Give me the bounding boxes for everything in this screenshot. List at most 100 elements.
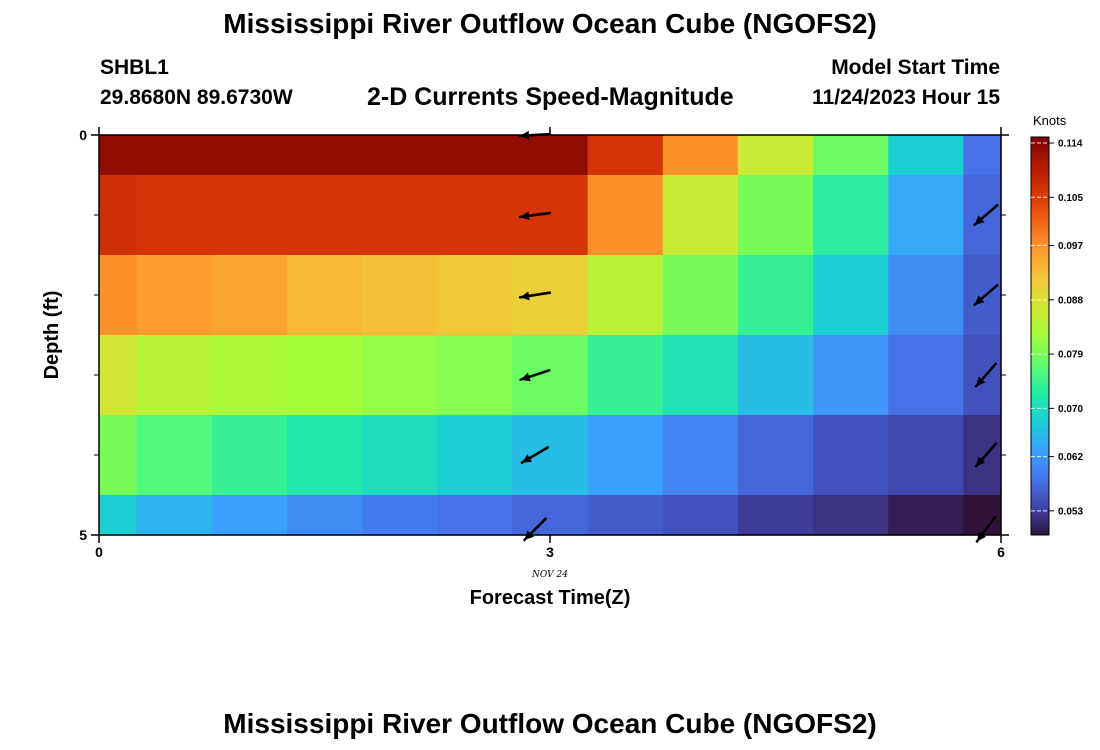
x-axis-title: Forecast Time(Z) <box>470 587 631 609</box>
heatmap-cell <box>362 335 438 416</box>
colorbar-title: Knots <box>1033 113 1067 128</box>
heatmap-cell <box>662 415 739 496</box>
current-vector <box>975 516 997 543</box>
heatmap-cell <box>813 415 889 496</box>
heatmap-cell <box>963 415 1002 496</box>
heatmap-cell <box>437 175 514 256</box>
heatmap-cell <box>662 175 739 256</box>
current-vector <box>520 446 550 464</box>
vector-head <box>974 295 985 305</box>
heatmap-cell <box>136 335 213 416</box>
heatmap-cell <box>587 335 664 416</box>
colorbar-bar <box>1030 136 1050 536</box>
heatmap-cell <box>286 255 363 336</box>
heatmap-cell <box>512 495 589 536</box>
heatmap-cell <box>963 335 1002 416</box>
current-vector <box>519 368 551 382</box>
colorbar-tick-label: 0.088 <box>1058 295 1083 306</box>
heatmap-cell <box>286 495 363 536</box>
heatmap-cell <box>362 495 438 536</box>
current-vector <box>973 283 999 307</box>
heatmap-cell <box>662 135 739 176</box>
colorbar-tick-label: 0.105 <box>1058 193 1083 204</box>
heatmap-cell <box>99 255 138 336</box>
colorbar-tick-label: 0.097 <box>1058 241 1083 252</box>
model-start-value: 11/24/2023 Hour 15 <box>812 86 1000 109</box>
heatmap-cell <box>813 255 889 336</box>
chart-title: Mississippi River Outflow Ocean Cube (NG… <box>223 8 877 39</box>
vector-head <box>977 531 986 542</box>
y-tick-label: 5 <box>79 527 87 543</box>
heatmap-cell <box>362 415 438 496</box>
heatmap-cell <box>587 415 664 496</box>
station-id: SHBL1 <box>100 56 169 79</box>
heatmap-cell <box>888 135 965 176</box>
heatmap-cell <box>737 495 814 536</box>
heatmap-cell <box>99 135 138 176</box>
colorbar: 0.114 0.105 0.097 0.088 0.079 0.070 0.062 0.053… <box>1030 113 1083 536</box>
x-tick-label: 3 <box>546 544 554 560</box>
heatmap-cell <box>362 175 438 256</box>
heatmap-cell <box>813 495 889 536</box>
heatmap-cell <box>211 415 288 496</box>
colorbar-tick-label: 0.070 <box>1058 404 1083 415</box>
model-start-label: Model Start Time <box>831 56 1000 79</box>
heatmap-cell <box>888 415 965 496</box>
heatmap-cell <box>99 335 138 416</box>
heatmap-cell <box>512 415 589 496</box>
heatmap-cell <box>587 495 664 536</box>
vector-head <box>520 211 530 221</box>
vector-head <box>522 454 533 463</box>
heatmap-cell <box>136 255 213 336</box>
colorbar-tick-label: 0.114 <box>1058 139 1083 150</box>
heatmap-cell <box>888 175 965 256</box>
heatmap-cell <box>211 255 288 336</box>
heatmap-cell <box>662 255 739 336</box>
y-tick-label: 0 <box>79 127 87 143</box>
heatmap-cell <box>99 175 138 256</box>
heatmap-cell <box>813 335 889 416</box>
heatmap-cell <box>211 175 288 256</box>
heatmap-cell <box>813 175 889 256</box>
heatmap-cell <box>737 135 814 176</box>
heatmap-cell <box>737 175 814 256</box>
heatmap-cell <box>587 175 664 256</box>
current-vector <box>518 291 552 301</box>
heatmap-cell <box>437 255 514 336</box>
heatmap-cell <box>963 495 1002 536</box>
station-coordinates: 29.8680N 89.6730W <box>100 86 293 109</box>
heatmap-cell <box>437 135 514 176</box>
colorbar-tick-label: 0.053 <box>1058 506 1083 517</box>
heatmap-cell <box>737 335 814 416</box>
heatmap-cell <box>211 135 288 176</box>
current-vector <box>973 203 999 227</box>
vector-head <box>974 215 985 225</box>
heatmap-cell <box>362 135 438 176</box>
chart-subtitle: 2-D Currents Speed-Magnitude <box>367 83 734 111</box>
vector-head <box>976 376 986 387</box>
heatmap-cell <box>587 255 664 336</box>
heatmap-cell <box>888 335 965 416</box>
heatmap-cell <box>662 335 739 416</box>
heatmap-cell <box>888 495 965 536</box>
heatmap-cell <box>286 175 363 256</box>
current-vector <box>974 442 998 468</box>
heatmap-cell <box>737 415 814 496</box>
repeated-chart-title: Mississippi River Outflow Ocean Cube (NG… <box>223 708 877 739</box>
heatmap-cell <box>136 495 213 536</box>
current-vector <box>974 362 998 388</box>
heatmap-cell <box>211 335 288 416</box>
heatmap-cell <box>437 495 514 536</box>
x-tick-label: 6 <box>997 544 1005 560</box>
heatmap-cell <box>362 255 438 336</box>
heatmap-cells <box>99 135 1002 536</box>
heatmap-cell <box>99 495 138 536</box>
vector-head <box>520 291 530 301</box>
heatmap-cell <box>136 175 213 256</box>
heatmap-cell <box>512 135 589 176</box>
heatmap-cell <box>963 175 1002 256</box>
vector-head <box>976 456 986 467</box>
colorbar-tick-label: 0.062 <box>1058 452 1083 463</box>
